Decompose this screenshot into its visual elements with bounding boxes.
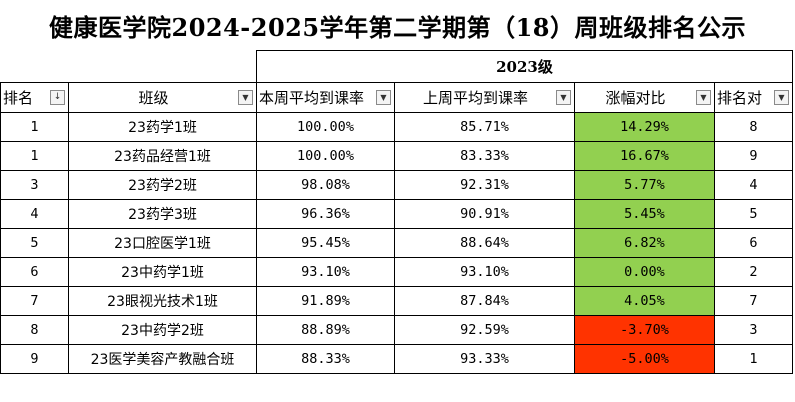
blank-cell [0, 50, 257, 83]
class-cell[interactable]: 23眼视光技术1班 [68, 286, 257, 316]
rank-compare-cell[interactable]: 1 [714, 344, 793, 374]
last-week-cell[interactable]: 92.59% [394, 315, 575, 345]
this-week-cell[interactable]: 91.89% [256, 286, 395, 316]
last-week-cell[interactable]: 93.10% [394, 257, 575, 287]
rank-cell[interactable]: 5 [0, 228, 69, 258]
change-cell[interactable]: -3.70% [574, 315, 715, 345]
rank-compare-cell[interactable]: 3 [714, 315, 793, 345]
last-week-cell[interactable]: 88.64% [394, 228, 575, 258]
header-rank-label: 排名 [3, 89, 34, 107]
ranking-table: 2023级 排名 ↓ 班级 ▼ 本周平均到课率 ▼ 上周平均到课率 ▼ 涨幅对比… [0, 50, 793, 374]
this-week-cell[interactable]: 98.08% [256, 170, 395, 200]
table-row[interactable]: 4 23药学3班 96.36% 90.91% 5.45% 5 [0, 199, 793, 229]
filter-dropdown-icon[interactable]: ▼ [774, 90, 789, 105]
table-row[interactable]: 8 23中药学2班 88.89% 92.59% -3.70% 3 [0, 315, 793, 345]
header-this-week-label: 本周平均到课率 [259, 89, 365, 107]
table-row[interactable]: 1 23药学1班 100.00% 85.71% 14.29% 8 [0, 112, 793, 142]
header-rank: 排名 ↓ [0, 82, 69, 113]
header-change-label: 涨幅对比 [605, 89, 666, 107]
header-rank-compare: 排名对 ▼ [714, 82, 793, 113]
rank-compare-cell[interactable]: 4 [714, 170, 793, 200]
filter-dropdown-icon[interactable]: ▼ [696, 90, 711, 105]
class-cell[interactable]: 23医学美容产教融合班 [68, 344, 257, 374]
rank-cell[interactable]: 9 [0, 344, 69, 374]
this-week-cell[interactable]: 100.00% [256, 141, 395, 171]
table-row[interactable]: 1 23药品经营1班 100.00% 83.33% 16.67% 9 [0, 141, 793, 171]
rank-cell[interactable]: 1 [0, 112, 69, 142]
header-rank-compare-label: 排名对 [717, 89, 763, 107]
last-week-cell[interactable]: 93.33% [394, 344, 575, 374]
change-cell[interactable]: 0.00% [574, 257, 715, 287]
filter-dropdown-icon[interactable]: ▼ [238, 90, 253, 105]
change-cell[interactable]: 16.67% [574, 141, 715, 171]
header-row: 排名 ↓ 班级 ▼ 本周平均到课率 ▼ 上周平均到课率 ▼ 涨幅对比 ▼ 排名对… [0, 82, 793, 113]
header-last-week: 上周平均到课率 ▼ [394, 82, 575, 113]
change-cell[interactable]: 5.77% [574, 170, 715, 200]
group-row: 2023级 [0, 50, 793, 83]
change-cell[interactable]: 14.29% [574, 112, 715, 142]
class-cell[interactable]: 23口腔医学1班 [68, 228, 257, 258]
rank-compare-cell[interactable]: 5 [714, 199, 793, 229]
rank-cell[interactable]: 7 [0, 286, 69, 316]
change-cell[interactable]: 6.82% [574, 228, 715, 258]
this-week-cell[interactable]: 93.10% [256, 257, 395, 287]
rank-cell[interactable]: 8 [0, 315, 69, 345]
rank-compare-cell[interactable]: 8 [714, 112, 793, 142]
header-last-week-label: 上周平均到课率 [422, 89, 528, 107]
this-week-cell[interactable]: 95.45% [256, 228, 395, 258]
table-row[interactable]: 5 23口腔医学1班 95.45% 88.64% 6.82% 6 [0, 228, 793, 258]
rank-compare-cell[interactable]: 2 [714, 257, 793, 287]
last-week-cell[interactable]: 90.91% [394, 199, 575, 229]
class-cell[interactable]: 23药学3班 [68, 199, 257, 229]
rank-compare-cell[interactable]: 9 [714, 141, 793, 171]
this-week-cell[interactable]: 88.89% [256, 315, 395, 345]
last-week-cell[interactable]: 87.84% [394, 286, 575, 316]
last-week-cell[interactable]: 83.33% [394, 141, 575, 171]
header-this-week: 本周平均到课率 ▼ [256, 82, 395, 113]
rank-cell[interactable]: 6 [0, 257, 69, 287]
last-week-cell[interactable]: 85.71% [394, 112, 575, 142]
table-row[interactable]: 9 23医学美容产教融合班 88.33% 93.33% -5.00% 1 [0, 344, 793, 374]
sort-filter-icon[interactable]: ↓ [50, 90, 65, 105]
header-change: 涨幅对比 ▼ [574, 82, 715, 113]
group-label: 2023级 [256, 50, 793, 83]
class-cell[interactable]: 23中药学1班 [68, 257, 257, 287]
filter-dropdown-icon[interactable]: ▼ [556, 90, 571, 105]
class-cell[interactable]: 23中药学2班 [68, 315, 257, 345]
table-row[interactable]: 7 23眼视光技术1班 91.89% 87.84% 4.05% 7 [0, 286, 793, 316]
change-cell[interactable]: -5.00% [574, 344, 715, 374]
change-cell[interactable]: 5.45% [574, 199, 715, 229]
class-cell[interactable]: 23药学1班 [68, 112, 257, 142]
this-week-cell[interactable]: 96.36% [256, 199, 395, 229]
header-class-label: 班级 [138, 89, 169, 107]
rank-compare-cell[interactable]: 6 [714, 228, 793, 258]
page-title: 健康医学院2024-2025学年第二学期第（18）周班级排名公示 [49, 12, 746, 42]
class-cell[interactable]: 23药学2班 [68, 170, 257, 200]
rank-cell[interactable]: 1 [0, 141, 69, 171]
change-cell[interactable]: 4.05% [574, 286, 715, 316]
class-cell[interactable]: 23药品经营1班 [68, 141, 257, 171]
this-week-cell[interactable]: 100.00% [256, 112, 395, 142]
table-row[interactable]: 3 23药学2班 98.08% 92.31% 5.77% 4 [0, 170, 793, 200]
table-row[interactable]: 6 23中药学1班 93.10% 93.10% 0.00% 2 [0, 257, 793, 287]
rank-compare-cell[interactable]: 7 [714, 286, 793, 316]
rank-cell[interactable]: 4 [0, 199, 69, 229]
header-class: 班级 ▼ [68, 82, 257, 113]
last-week-cell[interactable]: 92.31% [394, 170, 575, 200]
this-week-cell[interactable]: 88.33% [256, 344, 395, 374]
filter-dropdown-icon[interactable]: ▼ [376, 90, 391, 105]
rank-cell[interactable]: 3 [0, 170, 69, 200]
